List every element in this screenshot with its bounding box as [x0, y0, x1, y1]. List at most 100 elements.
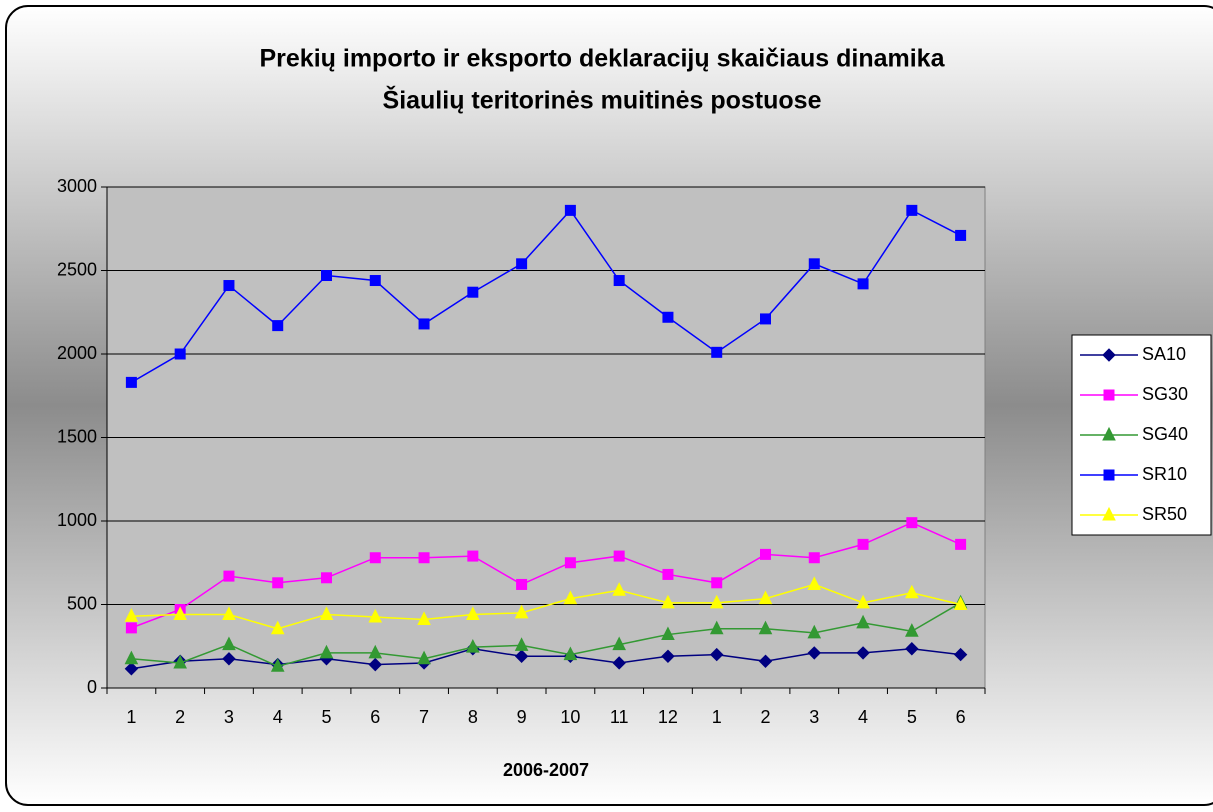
marker: [418, 318, 430, 330]
marker: [125, 622, 137, 634]
x-axis-title: 2006-2007: [503, 760, 589, 780]
marker: [613, 550, 625, 562]
marker: [807, 624, 822, 639]
y-tick-label: 1500: [57, 426, 97, 446]
x-tick-label: 6: [956, 707, 966, 727]
marker: [467, 286, 479, 298]
y-tick-label: 500: [67, 593, 97, 613]
marker: [272, 320, 284, 332]
marker: [856, 614, 870, 629]
marker: [222, 606, 236, 621]
marker: [467, 550, 479, 562]
marker: [760, 548, 771, 560]
marker: [906, 517, 918, 529]
marker: [369, 275, 381, 287]
series: [124, 594, 968, 672]
marker: [222, 636, 236, 651]
marker: [758, 620, 773, 635]
series: [125, 517, 967, 634]
series-line: [131, 647, 961, 670]
marker: [514, 637, 529, 651]
marker: [1103, 389, 1115, 401]
marker: [905, 584, 919, 599]
marker: [711, 346, 723, 358]
marker: [124, 608, 139, 622]
marker: [612, 656, 626, 670]
chart-title: Šiaulių teritorinės muitinės postuose: [383, 85, 822, 115]
marker: [563, 646, 578, 661]
marker: [1102, 506, 1116, 521]
marker: [857, 538, 869, 550]
x-tick-label: 5: [907, 707, 917, 727]
y-tick-label: 0: [87, 677, 97, 697]
x-tick-label: 7: [419, 707, 429, 727]
series: [125, 204, 967, 388]
x-tick-label: 3: [809, 707, 819, 727]
marker: [955, 538, 967, 550]
marker: [272, 577, 284, 589]
marker: [807, 576, 822, 590]
series: [124, 576, 968, 635]
x-tick-label: 3: [224, 707, 234, 727]
marker: [613, 275, 625, 287]
marker: [418, 552, 430, 564]
marker: [1102, 348, 1116, 362]
marker: [612, 636, 626, 651]
marker: [710, 647, 724, 662]
marker: [514, 604, 529, 619]
marker: [321, 270, 332, 282]
marker: [807, 646, 821, 660]
marker: [856, 646, 870, 660]
marker: [563, 590, 578, 605]
y-tick-label: 2500: [57, 259, 97, 279]
marker: [321, 572, 332, 584]
x-tick-label: 8: [468, 707, 478, 727]
marker: [173, 606, 187, 621]
x-tick-label: 10: [560, 707, 580, 727]
marker: [466, 638, 480, 653]
marker: [319, 606, 334, 621]
marker: [760, 313, 771, 325]
marker: [905, 642, 919, 656]
marker: [1103, 469, 1115, 481]
marker: [319, 644, 334, 659]
marker: [223, 280, 235, 292]
marker: [662, 568, 674, 580]
marker: [270, 620, 285, 635]
x-tick-label: 4: [273, 707, 283, 727]
marker: [125, 376, 137, 388]
x-tick-label: 1: [126, 707, 136, 727]
marker: [124, 650, 139, 665]
marker: [856, 594, 870, 609]
marker: [857, 278, 869, 290]
series-line: [131, 521, 961, 629]
marker: [368, 608, 383, 623]
x-tick-label: 11: [610, 707, 629, 727]
chart-title: Prekių importo ir eksporto deklaracijų s…: [260, 45, 946, 73]
legend-label: SA10: [1142, 344, 1186, 364]
series-line: [131, 209, 961, 384]
legend-label: SR10: [1142, 464, 1187, 484]
marker: [270, 658, 285, 672]
y-tick-label: 1000: [57, 510, 97, 530]
legend: SA10 SG30 SG40 SR10 SR50: [1071, 334, 1212, 536]
marker: [516, 258, 528, 270]
marker: [662, 311, 674, 323]
marker: [417, 650, 431, 665]
marker: [124, 662, 139, 676]
x-tick-label: 6: [370, 707, 380, 727]
marker: [808, 552, 820, 564]
x-tick-label: 4: [858, 707, 868, 727]
marker: [758, 654, 773, 668]
x-tick-label: 1: [712, 707, 722, 727]
marker: [661, 649, 675, 663]
x-tick-label: 2: [760, 707, 770, 727]
marker: [173, 654, 187, 669]
x-tick-label: 9: [517, 707, 527, 727]
marker: [1102, 426, 1116, 441]
marker: [514, 649, 529, 663]
marker: [661, 626, 675, 641]
marker: [222, 652, 236, 666]
series-line: [131, 602, 961, 668]
